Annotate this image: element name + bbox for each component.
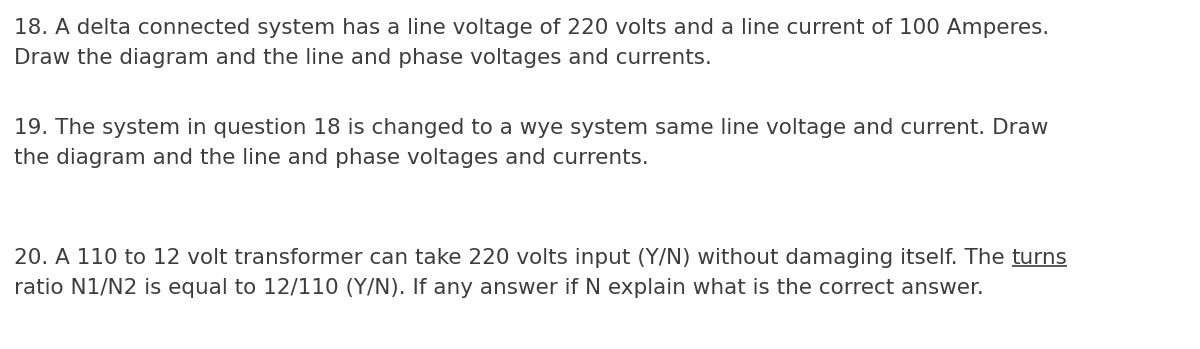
Text: the diagram and the line and phase voltages and currents.: the diagram and the line and phase volta… [14,148,649,168]
Text: turns: turns [1012,248,1067,268]
Text: Draw the diagram and the line and phase voltages and currents.: Draw the diagram and the line and phase … [14,48,712,68]
Text: 19. The system in question 18 is changed to a wye system same line voltage and c: 19. The system in question 18 is changed… [14,118,1049,138]
Text: ratio N1/N2 is equal to 12/110 (Y/N). If any answer if N explain what is the cor: ratio N1/N2 is equal to 12/110 (Y/N). If… [14,278,984,298]
Text: 18. A delta connected system has a line voltage of 220 volts and a line current : 18. A delta connected system has a line … [14,18,1049,38]
Text: 20. A 110 to 12 volt transformer can take 220 volts input (Y/N) without damaging: 20. A 110 to 12 volt transformer can tak… [14,248,1012,268]
